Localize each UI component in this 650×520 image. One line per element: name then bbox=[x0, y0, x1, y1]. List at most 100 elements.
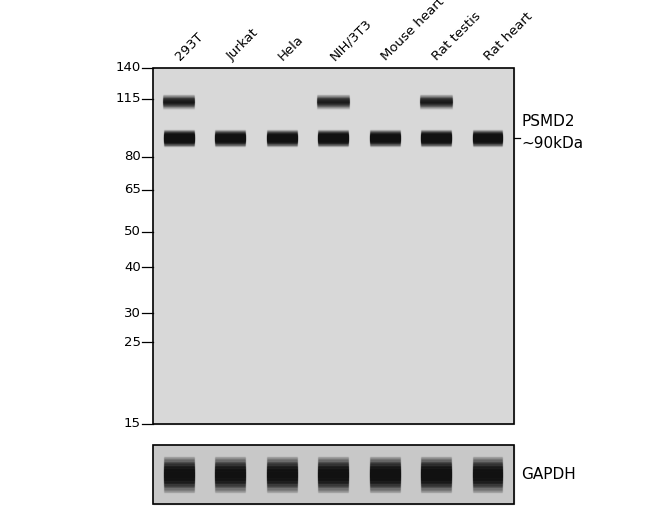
Bar bbox=[164, 461, 194, 462]
Bar bbox=[318, 475, 348, 476]
Text: 50: 50 bbox=[124, 225, 141, 238]
Text: Rat testis: Rat testis bbox=[430, 10, 484, 63]
Bar bbox=[473, 489, 502, 490]
Bar bbox=[421, 478, 451, 479]
Bar bbox=[473, 490, 502, 491]
Bar bbox=[473, 484, 502, 485]
Bar bbox=[266, 489, 296, 490]
Bar bbox=[164, 470, 194, 471]
Bar bbox=[164, 476, 194, 477]
Bar bbox=[215, 490, 245, 491]
Bar bbox=[421, 471, 451, 472]
Bar bbox=[215, 473, 245, 474]
Bar bbox=[318, 468, 348, 469]
Bar bbox=[318, 460, 348, 461]
Bar bbox=[473, 478, 502, 479]
Bar bbox=[473, 462, 502, 463]
Bar bbox=[215, 468, 245, 469]
Bar bbox=[153, 68, 514, 424]
Bar bbox=[266, 488, 296, 489]
Bar bbox=[215, 463, 245, 464]
Text: GAPDH: GAPDH bbox=[521, 467, 576, 482]
Bar bbox=[473, 488, 502, 489]
Bar bbox=[164, 472, 194, 473]
Bar bbox=[473, 470, 502, 471]
Bar bbox=[473, 491, 502, 492]
Bar bbox=[473, 476, 502, 477]
Bar bbox=[164, 486, 194, 487]
Bar bbox=[153, 445, 514, 504]
Bar bbox=[164, 474, 194, 475]
Bar bbox=[164, 463, 194, 464]
Bar bbox=[473, 467, 502, 468]
Bar bbox=[421, 470, 451, 471]
Bar bbox=[318, 466, 348, 467]
Bar bbox=[318, 489, 348, 490]
Bar bbox=[266, 459, 296, 460]
Bar bbox=[318, 461, 348, 462]
Bar bbox=[215, 480, 245, 481]
Bar bbox=[370, 469, 400, 470]
Bar bbox=[215, 467, 245, 468]
Bar bbox=[215, 477, 245, 478]
Bar bbox=[318, 479, 348, 480]
Text: 15: 15 bbox=[124, 417, 141, 430]
Bar bbox=[370, 458, 400, 459]
Bar bbox=[421, 461, 451, 462]
Text: Mouse heart: Mouse heart bbox=[379, 0, 447, 63]
Bar bbox=[215, 459, 245, 460]
Bar bbox=[318, 467, 348, 468]
Bar bbox=[266, 461, 296, 462]
Bar bbox=[318, 482, 348, 483]
Bar bbox=[164, 488, 194, 489]
Bar bbox=[318, 488, 348, 489]
Bar bbox=[318, 469, 348, 470]
Bar bbox=[421, 489, 451, 490]
Bar bbox=[370, 460, 400, 461]
Bar bbox=[215, 482, 245, 483]
Bar bbox=[370, 481, 400, 482]
Bar bbox=[318, 478, 348, 479]
Bar bbox=[370, 479, 400, 480]
Bar bbox=[370, 490, 400, 491]
Bar bbox=[473, 464, 502, 465]
Bar bbox=[164, 464, 194, 465]
Bar bbox=[370, 478, 400, 479]
Bar bbox=[370, 470, 400, 471]
Bar bbox=[266, 462, 296, 463]
Bar bbox=[421, 482, 451, 483]
Bar bbox=[318, 486, 348, 487]
Bar bbox=[473, 459, 502, 460]
Bar bbox=[370, 476, 400, 477]
Bar bbox=[473, 485, 502, 486]
Bar bbox=[266, 468, 296, 469]
Bar bbox=[266, 469, 296, 470]
Bar bbox=[215, 462, 245, 463]
Bar bbox=[421, 491, 451, 492]
Bar bbox=[215, 458, 245, 459]
Bar bbox=[266, 474, 296, 475]
Bar bbox=[318, 462, 348, 463]
Bar bbox=[473, 487, 502, 488]
Bar bbox=[215, 475, 245, 476]
Bar bbox=[370, 466, 400, 467]
Bar bbox=[370, 477, 400, 478]
Bar bbox=[266, 483, 296, 484]
Bar bbox=[370, 463, 400, 464]
Bar bbox=[473, 474, 502, 475]
Bar bbox=[215, 457, 245, 458]
Bar bbox=[421, 477, 451, 478]
Bar bbox=[473, 486, 502, 487]
Bar bbox=[164, 462, 194, 463]
Bar bbox=[266, 460, 296, 461]
Bar bbox=[266, 481, 296, 482]
Bar bbox=[266, 472, 296, 473]
Text: Hela: Hela bbox=[276, 33, 306, 63]
Bar bbox=[318, 458, 348, 459]
Bar bbox=[215, 466, 245, 467]
Bar bbox=[164, 478, 194, 479]
Bar bbox=[164, 480, 194, 481]
Bar bbox=[473, 466, 502, 467]
Bar bbox=[318, 476, 348, 477]
Bar bbox=[473, 458, 502, 459]
